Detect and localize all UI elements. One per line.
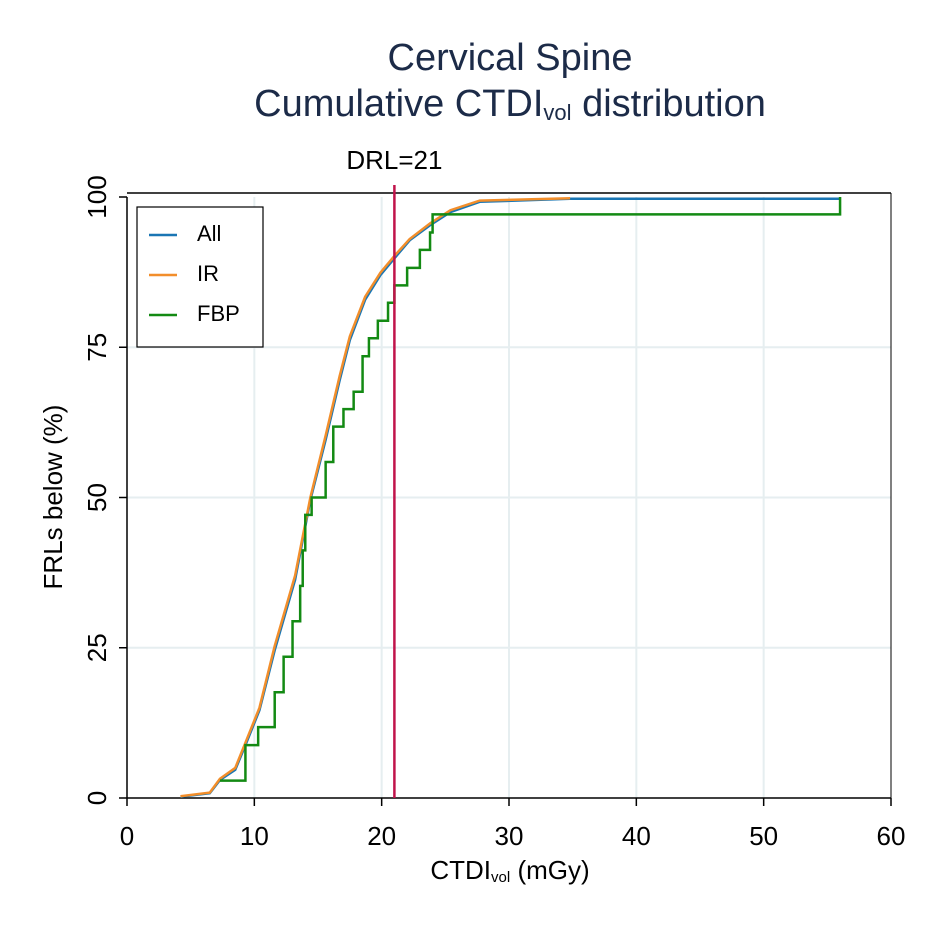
y-tick-label: 100 — [82, 175, 112, 218]
subtitle-text: Cumulative CTDI — [254, 83, 543, 125]
x-tick-label: 60 — [877, 821, 906, 851]
y-axis-label: FRLs below (%) — [38, 405, 68, 590]
reference-label: DRL=21 — [346, 145, 442, 175]
legend-box — [136, 206, 264, 348]
x-tick-label: 30 — [495, 821, 524, 851]
x-tick-label: 40 — [622, 821, 651, 851]
y-tick-label: 0 — [82, 791, 112, 805]
x-label-subscript: vol — [491, 869, 510, 886]
y-tick-label: 25 — [82, 633, 112, 662]
x-tick-label: 50 — [749, 821, 778, 851]
x-tick-label: 20 — [367, 821, 396, 851]
legend-label: All — [197, 221, 221, 246]
x-axis-label: CTDIvol (mGy) — [430, 855, 589, 886]
legend-label: IR — [197, 261, 219, 286]
y-tick-label: 75 — [82, 333, 112, 362]
x-label-text: CTDI — [430, 855, 491, 885]
chart-title: Cervical Spine — [388, 37, 633, 79]
x-tick-label: 0 — [120, 821, 134, 851]
x-label-suffix: (mGy) — [510, 855, 589, 885]
x-tick-label: 10 — [240, 821, 269, 851]
subtitle-subscript: vol — [543, 100, 571, 125]
series-line — [180, 196, 571, 798]
legend-label: FBP — [197, 301, 240, 326]
series-line — [219, 197, 842, 782]
y-tick-label: 50 — [82, 483, 112, 512]
chart-subtitle: Cumulative CTDIvol distribution — [254, 83, 766, 125]
subtitle-suffix: distribution — [572, 83, 766, 125]
